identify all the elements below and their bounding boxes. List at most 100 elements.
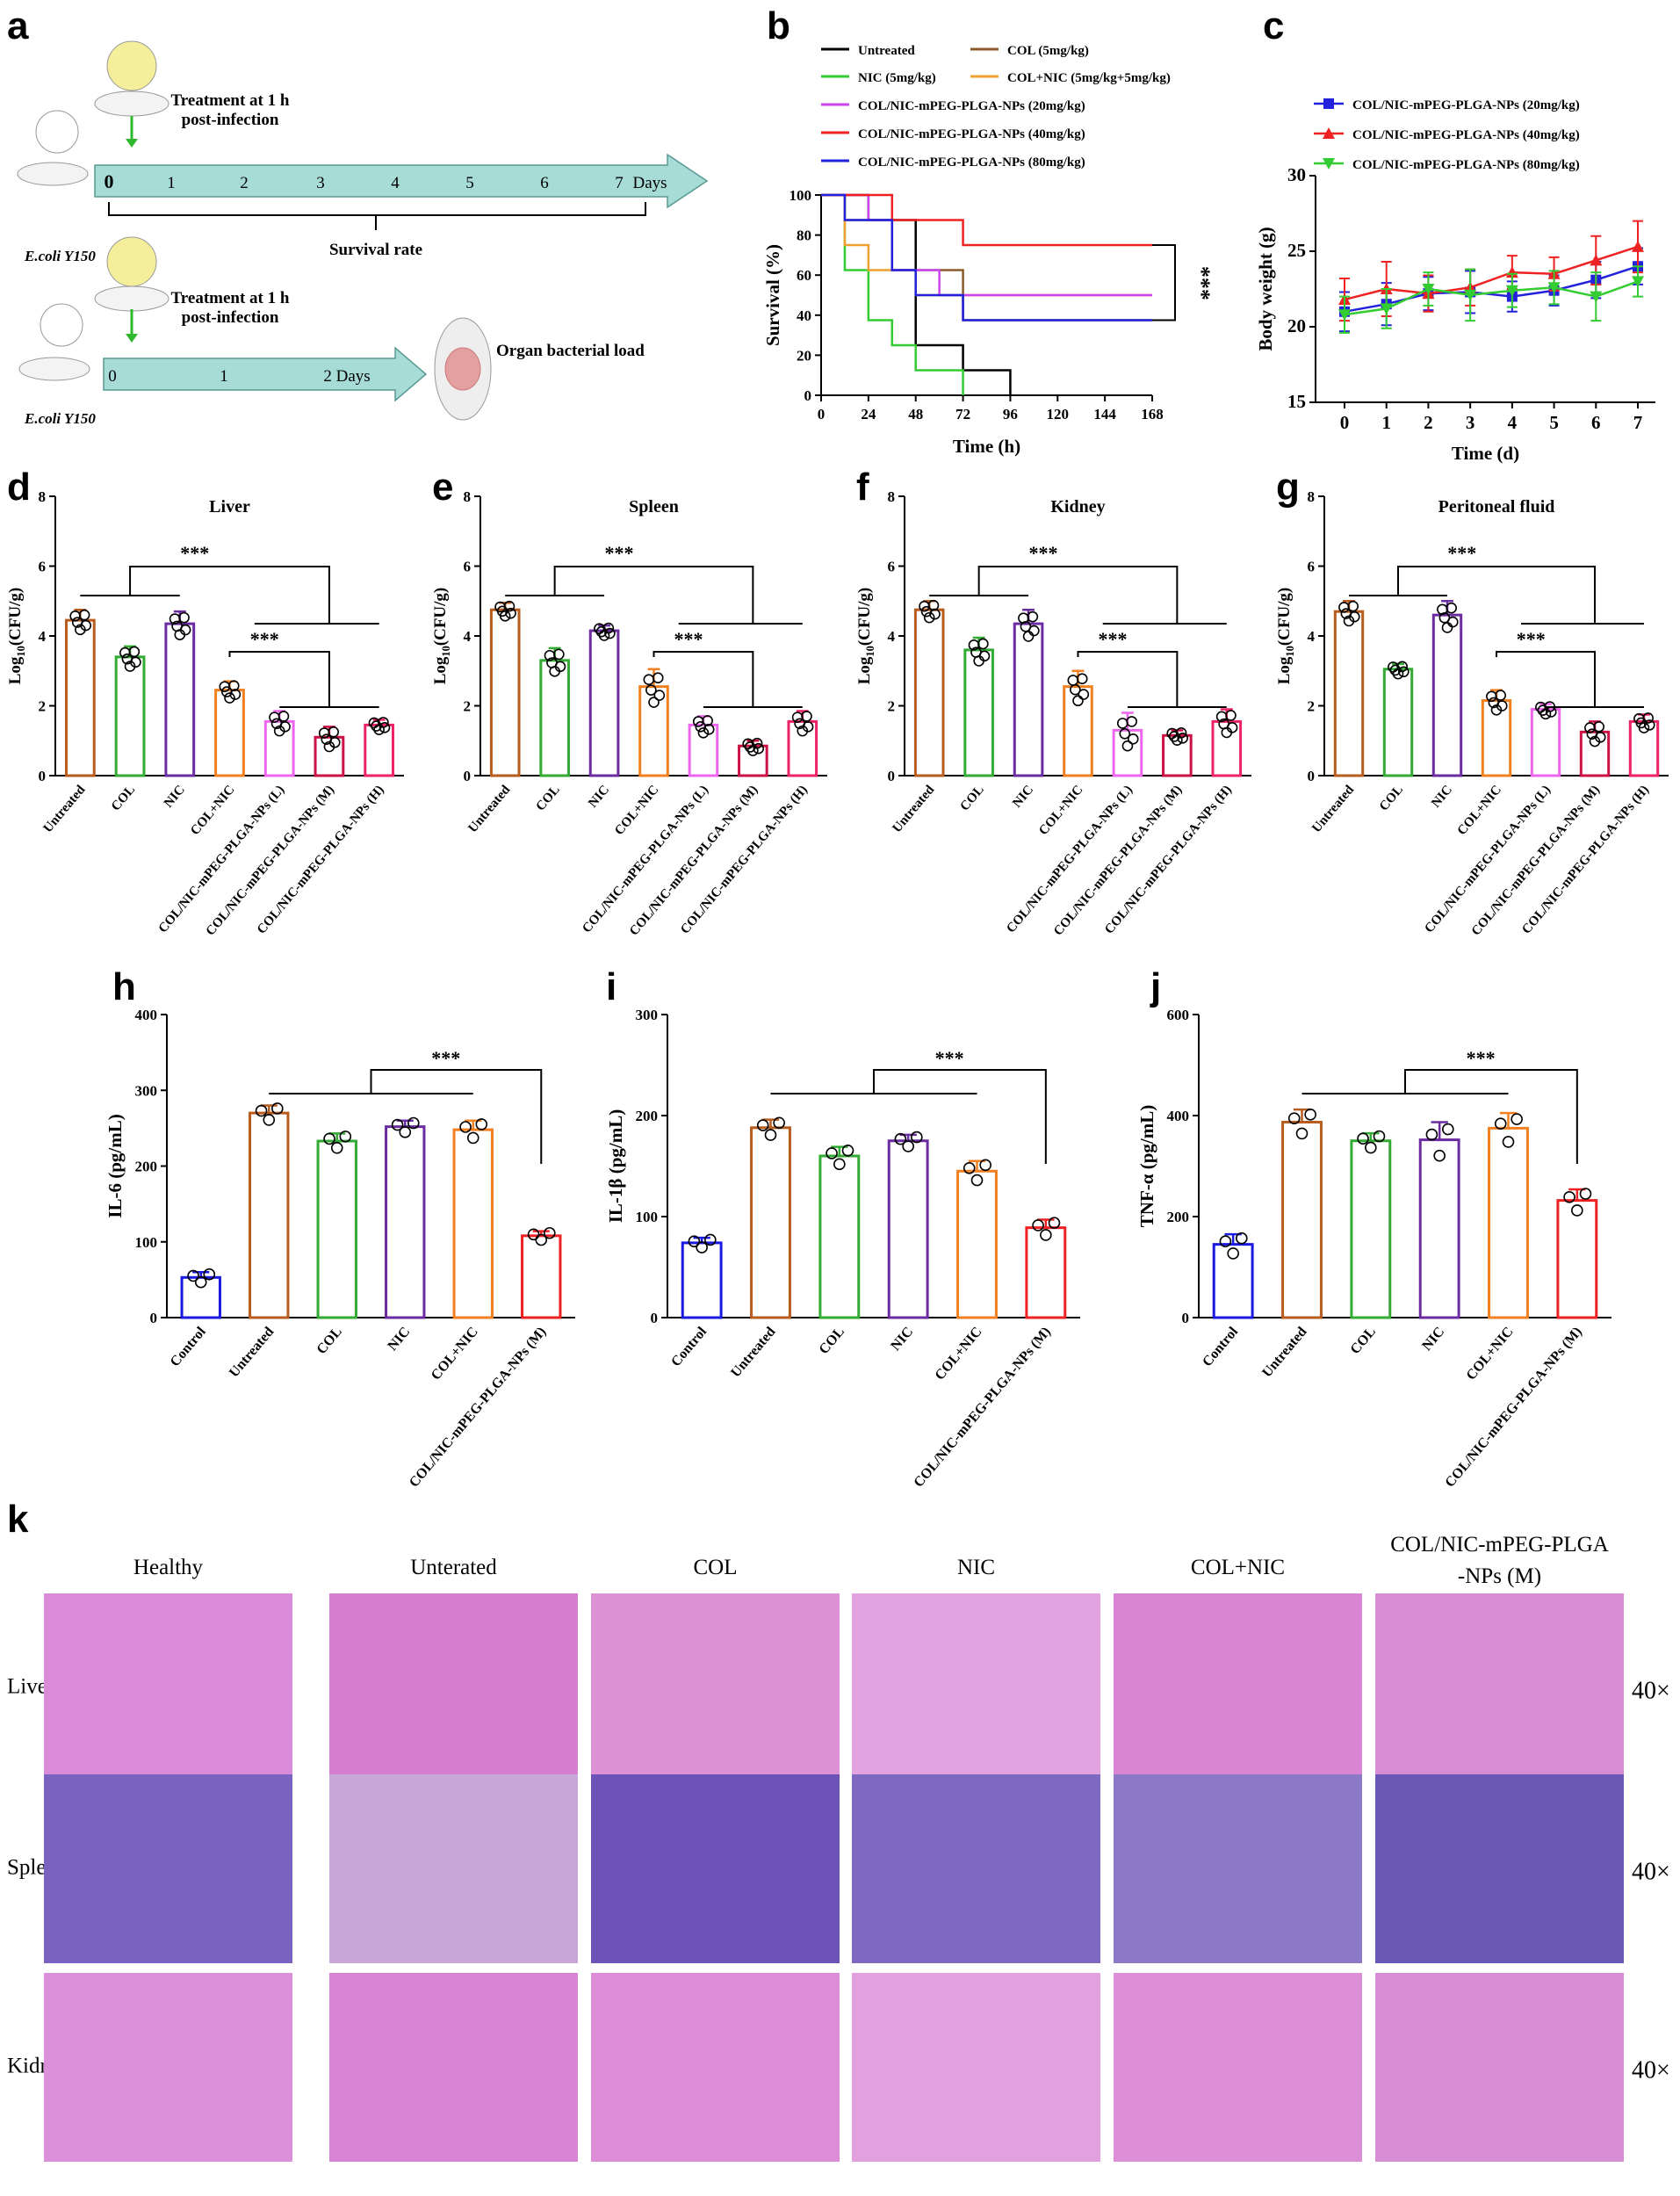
- significance-bracket: [1301, 1069, 1578, 1164]
- x-category-label: COL: [958, 783, 987, 813]
- x-category-label: Untreated: [465, 783, 513, 835]
- replicate-point: [1373, 1130, 1386, 1143]
- x-category-label: COL/NIC-mPEG-PLGA-NPs (M): [1442, 1325, 1584, 1491]
- replicate-point: [1593, 721, 1605, 733]
- legend-label: Untreated: [858, 44, 915, 58]
- y-tick-label: 100: [790, 187, 812, 204]
- chart-bar-f: 0 2 4 6 8 Log10(CFU/g) Kidney Untreated COL NIC CO…: [855, 488, 1251, 938]
- bar: [164, 622, 196, 777]
- replicate-point: [323, 740, 335, 753]
- x-tick-label: 2: [1424, 412, 1433, 433]
- body-weight-series: [1338, 265, 1644, 334]
- data-point: [1505, 285, 1518, 297]
- replicate-point: [1236, 1232, 1248, 1245]
- x-tick-label: 5: [1549, 412, 1559, 433]
- replicate-point: [1446, 616, 1459, 628]
- treatment-label-bottom: Treatment at 1 h post-infection: [171, 289, 290, 327]
- replicate-point: [1494, 1117, 1507, 1130]
- bar: [1431, 613, 1463, 777]
- y-axis-title-part: Log: [855, 656, 874, 684]
- x-category-label: COL/NIC-mPEG-PLGA-NPs (M): [911, 1325, 1053, 1491]
- replicate-point: [459, 1121, 472, 1133]
- error-bar: [761, 1118, 780, 1128]
- data-point: [1380, 303, 1393, 315]
- y-axis-title: IL-1β (pg/mL): [605, 1109, 626, 1224]
- treatment-label-top-line: post-infection: [182, 111, 279, 129]
- replicate-point: [801, 711, 812, 722]
- significance-stars: ***: [605, 542, 634, 564]
- replicate-point: [1070, 683, 1081, 696]
- replicate-point: [475, 1118, 488, 1131]
- replicate-point: [1495, 690, 1507, 701]
- x-category-label: Untreated: [890, 783, 937, 835]
- error-bar: [1037, 1218, 1055, 1228]
- legend-label: COL/NIC-mPEG-PLGA-NPs (20mg/kg): [1352, 98, 1580, 112]
- timeline-day-label: 0: [105, 170, 114, 192]
- y-tick-label: 2: [464, 698, 472, 715]
- data-point: [1505, 266, 1518, 278]
- histology-column-label: Unterated: [410, 1556, 497, 1579]
- series-line: [1344, 265, 1639, 314]
- replicate-point: [598, 630, 610, 641]
- x-category-label: COL+NIC: [1455, 783, 1504, 838]
- replicate-point: [328, 726, 339, 738]
- replicate-point: [963, 1162, 976, 1174]
- panel-label-a: a: [7, 4, 29, 47]
- significance-bracket: [1349, 566, 1644, 625]
- x-category-label: COL+NIC: [188, 783, 237, 838]
- replicate-point: [1589, 735, 1601, 748]
- replicate-point: [499, 610, 511, 622]
- replicate-point: [653, 690, 666, 701]
- x-category-label: COL+NIC: [612, 783, 661, 838]
- replicate-point: [643, 674, 655, 685]
- y-tick-label: 600: [1167, 1007, 1190, 1023]
- x-category-label: Control: [1200, 1324, 1241, 1369]
- y-axis-title: Log10(CFU/g): [1275, 588, 1296, 685]
- replicate-point: [1027, 610, 1039, 623]
- replicate-point: [78, 609, 90, 621]
- y-axis-title-sub: 10: [440, 646, 452, 656]
- x-tick-label: 3: [1466, 412, 1475, 433]
- significance-bracket: [1496, 651, 1644, 708]
- y-tick-label: 0: [1308, 768, 1316, 784]
- x-category-label: Control: [168, 1324, 209, 1369]
- x-category-label: NIC: [385, 1325, 413, 1354]
- replicate-point: [1225, 710, 1237, 721]
- bar: [818, 1154, 861, 1319]
- pathogen-label-bottom: E.coli Y150: [24, 410, 96, 427]
- survival-rate-label: Survival rate: [329, 241, 422, 259]
- x-tick-label: 48: [908, 406, 923, 423]
- timeline-day-label: 0: [108, 367, 117, 386]
- replicate-point: [549, 666, 560, 677]
- bar: [1350, 1139, 1392, 1319]
- y-tick-label: 300: [636, 1007, 659, 1023]
- replicate-point: [1490, 704, 1503, 716]
- mouse-icon: [94, 90, 169, 117]
- timeline-day-label: 2: [240, 174, 249, 192]
- replicate-point: [270, 1102, 284, 1115]
- replicate-point: [973, 655, 984, 667]
- bar: [1063, 685, 1093, 777]
- y-tick-label: 6: [1308, 559, 1316, 575]
- timeline-day-label: 1: [220, 367, 228, 386]
- replicate-point: [1502, 1136, 1515, 1148]
- x-category-label: Untreated: [227, 1325, 277, 1381]
- x-tick-label: 168: [1141, 406, 1164, 423]
- replicate-point: [688, 1235, 701, 1247]
- chart-title: Kidney: [1050, 497, 1105, 516]
- legend-label: COL/NIC-mPEG-PLGA-NPs (80mg/kg): [1352, 158, 1580, 172]
- x-category-label: NIC: [888, 1325, 916, 1354]
- bar: [180, 1275, 221, 1319]
- x-category-label: Untreated: [1309, 783, 1357, 835]
- data-point: [1338, 309, 1351, 321]
- replicate-point: [1442, 1123, 1454, 1136]
- replicate-point: [535, 1233, 548, 1246]
- replicate-point: [1571, 1204, 1583, 1217]
- replicate-point: [703, 724, 715, 735]
- replicate-point: [1511, 1113, 1523, 1125]
- replicate-point: [923, 611, 935, 624]
- pathogen-label-top: E.coli Y150: [24, 248, 96, 264]
- histology-image: [44, 1973, 292, 2162]
- down-arrow-head-icon: [126, 139, 138, 148]
- bar: [1382, 668, 1414, 777]
